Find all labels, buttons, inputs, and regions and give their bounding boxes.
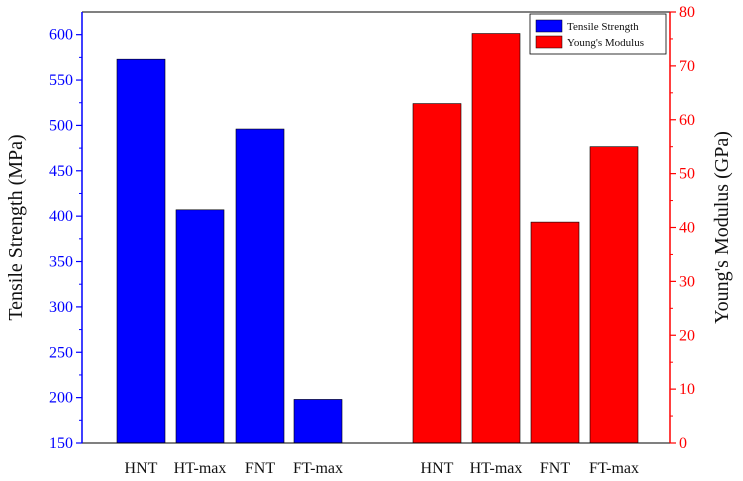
right-y-axis-title: Young's Modulus (GPa) [711, 131, 733, 324]
left-y-tick-label: 400 [49, 208, 73, 225]
legend-label: Young's Modulus [567, 37, 644, 49]
right-y-tick-label: 20 [679, 327, 695, 344]
right-y-tick-label: 70 [679, 58, 695, 75]
left-y-tick-label: 450 [49, 163, 73, 180]
right-y-tick-label: 60 [679, 112, 695, 129]
bar-tensile-ft-max [293, 399, 343, 444]
left-y-tick-label: 550 [49, 72, 73, 89]
left-y-tick-label: 300 [49, 299, 73, 316]
bar-modulus-hnt [412, 103, 462, 444]
x-tick-label: HT-max [174, 460, 227, 477]
tensile-strength-bars [116, 58, 343, 444]
youngs-modulus-bars [412, 33, 639, 444]
x-tick-label: HT-max [470, 460, 523, 477]
left-y-axis-title: Tensile Strength (MPa) [5, 134, 27, 320]
left-y-tick-label: 600 [49, 27, 73, 44]
right-y-tick-label: 0 [679, 435, 687, 452]
x-tick-label: FT-max [293, 460, 343, 477]
bar-tensile-hnt [116, 58, 166, 444]
legend-swatch [535, 19, 563, 33]
left-y-tick-label: 150 [49, 435, 73, 452]
left-y-tick-label: 250 [49, 344, 73, 361]
x-tick-label: HNT [421, 460, 454, 477]
x-tick-label: FNT [245, 460, 275, 477]
right-y-tick-label: 40 [679, 220, 695, 237]
legend-label: Tensile Strength [567, 21, 639, 33]
x-tick-label: FNT [540, 460, 570, 477]
left-y-tick-label: 500 [49, 117, 73, 134]
bar-tensile-ht-max [175, 209, 225, 444]
right-y-tick-label: 10 [679, 381, 695, 398]
bar-modulus-fnt [530, 221, 580, 444]
right-y-tick-label: 80 [679, 4, 695, 21]
x-tick-label: HNT [125, 460, 158, 477]
x-tick-label: FT-max [589, 460, 639, 477]
right-y-tick-label: 30 [679, 273, 695, 290]
left-y-tick-label: 200 [49, 390, 73, 407]
bar-tensile-fnt [235, 128, 285, 444]
axes: HNT HT-max FNT FT-max HNT HT-max FNT FT-max 150 2… [5, 4, 733, 477]
left-y-tick-label: 350 [49, 254, 73, 271]
bar-modulus-ht-max [471, 33, 521, 444]
legend: Tensile Strength Young's Modulus [529, 13, 667, 55]
legend-swatch [535, 35, 563, 49]
bar-modulus-ft-max [589, 146, 639, 444]
right-y-tick-label: 50 [679, 166, 695, 183]
